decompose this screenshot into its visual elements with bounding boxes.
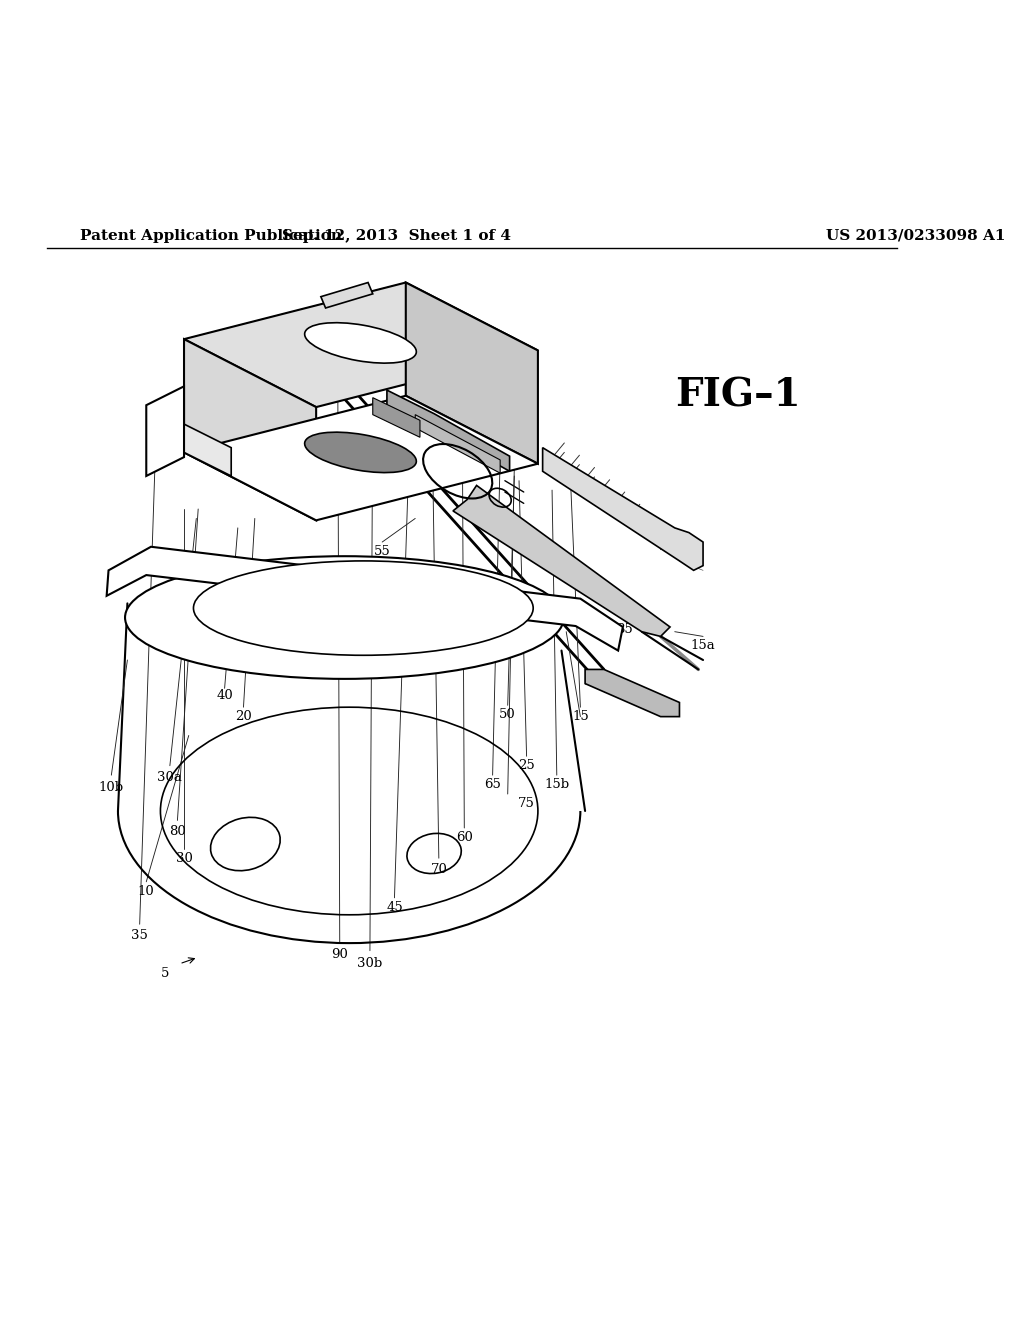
Text: 85: 85 <box>616 623 633 636</box>
Text: 90: 90 <box>332 948 348 961</box>
Text: 30a: 30a <box>158 771 182 784</box>
Text: 45: 45 <box>386 900 402 913</box>
Polygon shape <box>184 339 316 520</box>
Polygon shape <box>373 397 420 437</box>
Text: 30: 30 <box>175 851 193 865</box>
Text: 15: 15 <box>572 710 589 723</box>
Ellipse shape <box>305 432 417 473</box>
Text: 20: 20 <box>236 710 252 723</box>
Text: 10: 10 <box>138 884 155 898</box>
Text: 65: 65 <box>484 777 501 791</box>
Text: 80: 80 <box>169 825 185 838</box>
Ellipse shape <box>125 556 564 678</box>
Text: 5: 5 <box>161 966 169 979</box>
Text: US 2013/0233098 A1: US 2013/0233098 A1 <box>825 228 1006 243</box>
Text: FIG–1: FIG–1 <box>675 376 801 414</box>
Polygon shape <box>184 396 538 520</box>
Text: 70: 70 <box>430 863 447 876</box>
Ellipse shape <box>194 561 534 655</box>
Text: 10b: 10b <box>98 781 124 793</box>
Ellipse shape <box>305 322 417 363</box>
Text: 40: 40 <box>216 689 233 702</box>
Text: 50: 50 <box>500 709 516 721</box>
Text: Sep. 12, 2013  Sheet 1 of 4: Sep. 12, 2013 Sheet 1 of 4 <box>282 228 511 243</box>
Polygon shape <box>387 391 510 471</box>
Text: 60: 60 <box>456 830 473 843</box>
Polygon shape <box>146 387 184 477</box>
Text: 30b: 30b <box>357 957 383 970</box>
Text: P: P <box>503 520 512 532</box>
Text: Patent Application Publication: Patent Application Publication <box>80 228 342 243</box>
Polygon shape <box>585 669 680 717</box>
Polygon shape <box>106 546 623 651</box>
Polygon shape <box>543 447 703 570</box>
Text: 15a: 15a <box>690 639 716 652</box>
Polygon shape <box>406 282 538 463</box>
Text: 75: 75 <box>518 797 535 810</box>
Polygon shape <box>184 282 538 407</box>
Polygon shape <box>453 486 670 636</box>
Text: 15b: 15b <box>544 777 569 791</box>
Polygon shape <box>415 414 500 473</box>
Text: 35: 35 <box>131 929 148 942</box>
Text: 55: 55 <box>374 545 390 558</box>
Polygon shape <box>321 282 373 308</box>
Text: 25: 25 <box>518 759 535 772</box>
Polygon shape <box>184 424 231 477</box>
